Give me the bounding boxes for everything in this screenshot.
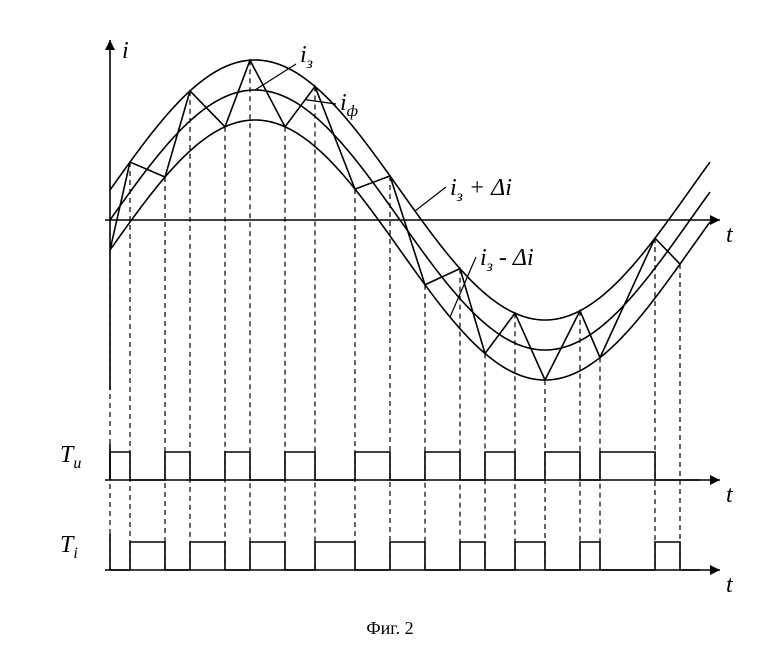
svg-text:t: t (726, 572, 734, 598)
figure-container: i t t t Tu Ti iзiф iз + Δi iз - Δi Фиг. 2 (20, 20, 760, 639)
svg-text:t: t (726, 222, 734, 248)
svg-text:iз - Δi: iз - Δi (480, 245, 534, 275)
svg-text:Tu: Tu (60, 442, 81, 472)
svg-text:Ti: Ti (60, 532, 78, 562)
svg-text:t: t (726, 482, 734, 508)
svg-text:iз + Δi: iз + Δi (450, 175, 512, 205)
figure-caption: Фиг. 2 (20, 618, 760, 639)
hysteresis-current-diagram: i t t t Tu Ti iзiф iз + Δi iз - Δi (20, 20, 760, 610)
svg-text:iз: iз (300, 42, 313, 72)
svg-text:i: i (122, 38, 129, 64)
svg-text:iф: iф (340, 90, 358, 120)
